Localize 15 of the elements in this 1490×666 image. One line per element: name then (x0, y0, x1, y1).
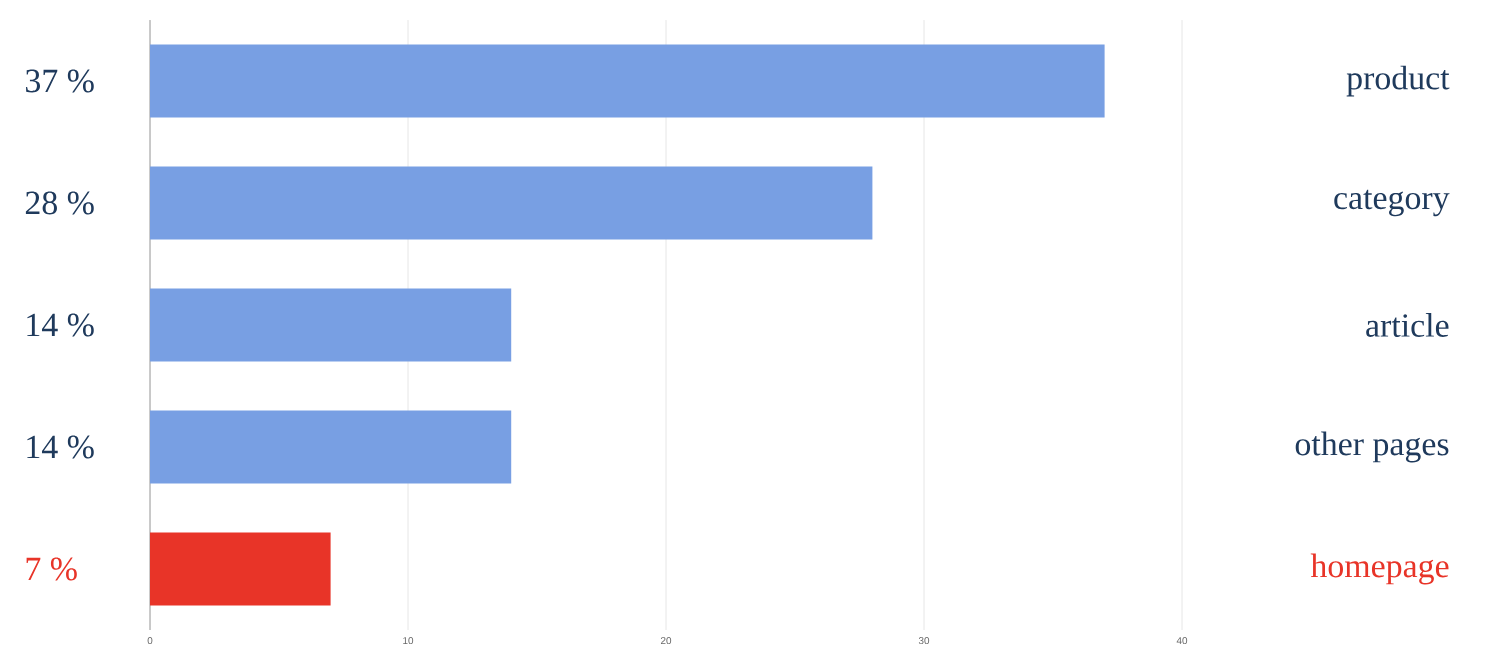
y-tick-label: product (1346, 65, 1450, 97)
data-label: 14 % (27, 435, 94, 459)
bar (150, 44, 1105, 118)
y-tick-label: article (1366, 313, 1449, 337)
bar (150, 410, 512, 484)
data-label: 7 % (26, 557, 77, 581)
bar (150, 532, 331, 606)
y-tick-label: category (1334, 189, 1450, 217)
y-tick-label: other pages (1295, 431, 1449, 463)
y-tick-label: homepage (1310, 553, 1449, 585)
data-label: 37 % (26, 69, 94, 93)
bar (150, 288, 512, 362)
data-label: 14 % (27, 313, 94, 337)
data-label: 28 % (25, 191, 94, 215)
bar (150, 166, 873, 240)
